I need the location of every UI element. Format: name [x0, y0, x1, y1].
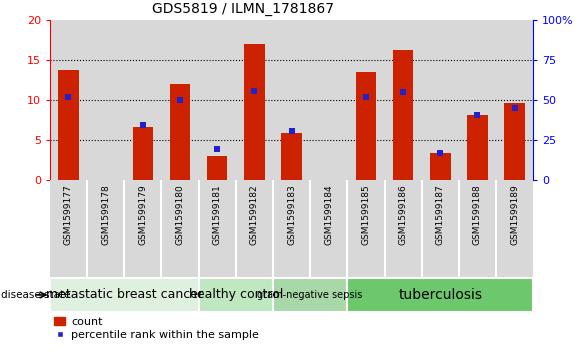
Bar: [199, 278, 273, 312]
Legend: count, percentile rank within the sample: count, percentile rank within the sample: [50, 312, 263, 344]
Bar: [347, 20, 384, 180]
Bar: [430, 153, 451, 180]
Bar: [207, 156, 227, 180]
Bar: [422, 20, 459, 180]
Bar: [132, 127, 153, 180]
Bar: [496, 20, 533, 180]
Text: GSM1599182: GSM1599182: [250, 185, 259, 245]
Bar: [199, 20, 236, 180]
Text: GSM1599187: GSM1599187: [436, 185, 445, 245]
Text: disease state: disease state: [1, 290, 71, 300]
Text: GSM1599178: GSM1599178: [101, 185, 110, 245]
Text: gram-negative sepsis: gram-negative sepsis: [257, 290, 363, 300]
Text: tuberculosis: tuberculosis: [398, 288, 482, 302]
Bar: [124, 20, 161, 180]
Text: GSM1599188: GSM1599188: [473, 185, 482, 245]
Bar: [244, 44, 264, 180]
Bar: [87, 20, 124, 180]
Bar: [50, 278, 199, 312]
Text: healthy control: healthy control: [189, 289, 283, 301]
Text: GSM1599185: GSM1599185: [362, 185, 370, 245]
Bar: [50, 20, 87, 180]
Text: GSM1599179: GSM1599179: [138, 185, 147, 245]
Bar: [273, 20, 310, 180]
Bar: [467, 115, 488, 180]
Text: GSM1599184: GSM1599184: [324, 185, 333, 245]
Bar: [384, 20, 422, 180]
Bar: [170, 84, 190, 180]
Text: GSM1599183: GSM1599183: [287, 185, 296, 245]
Text: GSM1599180: GSM1599180: [175, 185, 185, 245]
Bar: [393, 50, 413, 180]
Text: GSM1599177: GSM1599177: [64, 185, 73, 245]
Bar: [505, 103, 525, 180]
Title: GDS5819 / ILMN_1781867: GDS5819 / ILMN_1781867: [152, 2, 334, 16]
Bar: [281, 133, 302, 180]
Text: GSM1599186: GSM1599186: [398, 185, 408, 245]
Bar: [310, 20, 347, 180]
Bar: [58, 70, 79, 180]
Bar: [236, 20, 273, 180]
Bar: [347, 278, 533, 312]
Bar: [273, 278, 347, 312]
Bar: [161, 20, 199, 180]
Text: metastatic breast cancer: metastatic breast cancer: [46, 289, 203, 301]
Text: GSM1599189: GSM1599189: [510, 185, 519, 245]
Text: GSM1599181: GSM1599181: [213, 185, 222, 245]
Bar: [356, 72, 376, 180]
Bar: [459, 20, 496, 180]
